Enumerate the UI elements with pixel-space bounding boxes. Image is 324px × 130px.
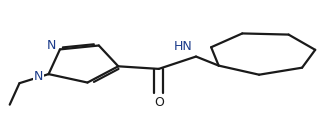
Text: O: O: [154, 96, 164, 109]
Text: N: N: [34, 70, 43, 83]
Text: N: N: [47, 39, 56, 52]
Text: HN: HN: [173, 40, 192, 53]
